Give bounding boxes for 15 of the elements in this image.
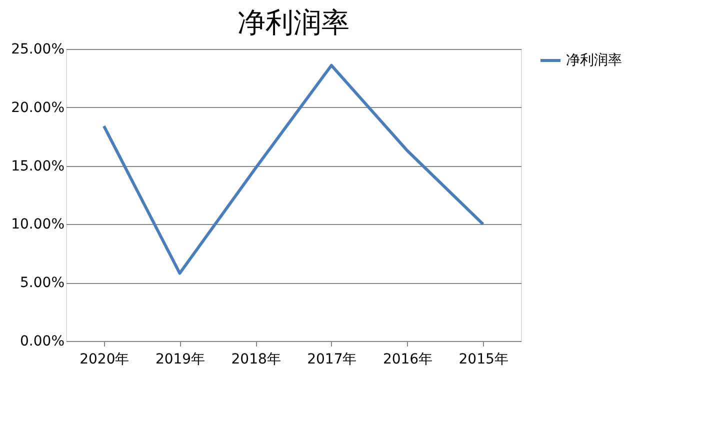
x-tick-label: 2015年 [458, 352, 508, 368]
x-tick-label: 2020年 [80, 352, 130, 368]
y-tick-label: 5.00% [20, 275, 64, 292]
line-series [102, 64, 485, 275]
chart-title: 净利润率 [238, 6, 350, 39]
y-tick-label: 20.00% [11, 100, 64, 116]
x-tick-label: 2017年 [307, 352, 357, 368]
y-tick-label: 25.00% [11, 42, 64, 58]
y-tick-label: 0.00% [20, 334, 64, 350]
y-tick-label: 15.00% [11, 158, 64, 174]
x-tick-label: 2016年 [382, 352, 433, 368]
x-tick-label: 2018年 [231, 352, 281, 368]
y-tick-label: 10.00% [11, 216, 64, 233]
legend-label: 净利润率 [566, 52, 622, 68]
x-tick-label: 2019年 [155, 352, 206, 368]
